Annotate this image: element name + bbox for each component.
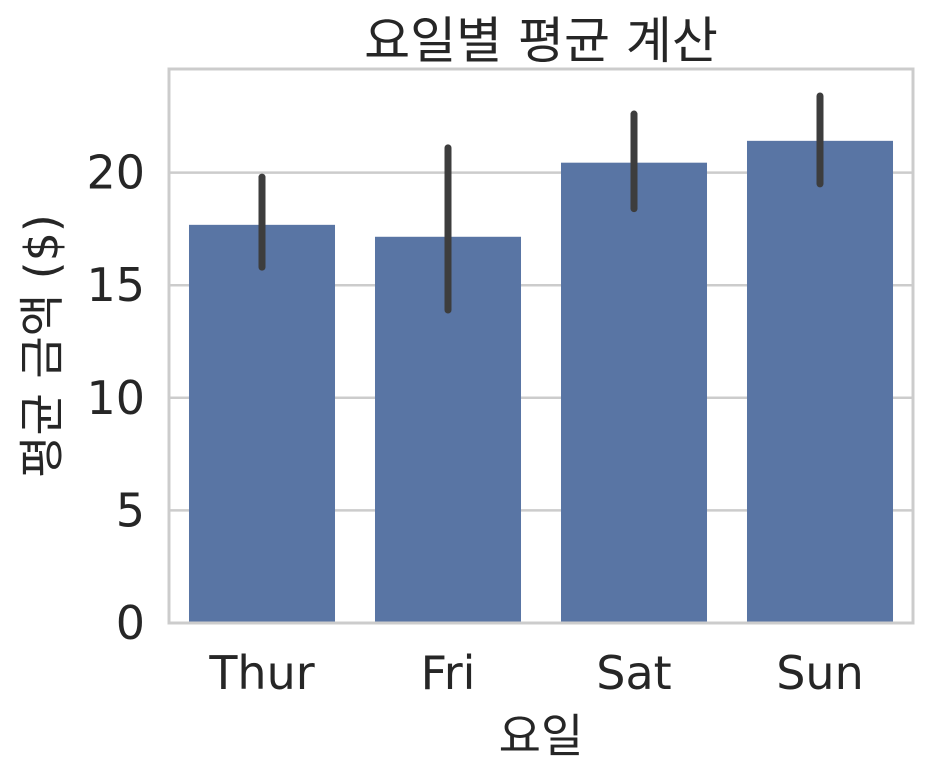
x-tick-label: Sun xyxy=(776,646,864,700)
plot-frame xyxy=(167,67,915,625)
y-axis-label: 평균 금액 ($) xyxy=(15,214,69,478)
y-tick-label: 15 xyxy=(86,258,145,312)
x-tick-label: Sat xyxy=(596,646,671,700)
bar-sat xyxy=(560,162,708,623)
y-tick-label: 10 xyxy=(86,371,145,425)
x-tick-label: Thur xyxy=(208,646,314,700)
y-tick-label: 20 xyxy=(86,146,145,200)
bar-sun xyxy=(746,140,894,623)
y-tick-label: 5 xyxy=(116,483,145,537)
bar-thur xyxy=(188,224,336,624)
y-tick-labels: 0 5 10 15 20 xyxy=(86,146,145,650)
chart-title: 요일별 평균 계산 xyxy=(364,12,718,70)
x-tick-labels: Thur Fri Sat Sun xyxy=(208,646,863,700)
error-bars xyxy=(258,92,824,314)
x-axis-label: 요일 xyxy=(499,709,584,763)
x-tick-label: Fri xyxy=(421,646,476,700)
bars xyxy=(188,140,894,624)
y-tick-label: 0 xyxy=(116,596,145,650)
